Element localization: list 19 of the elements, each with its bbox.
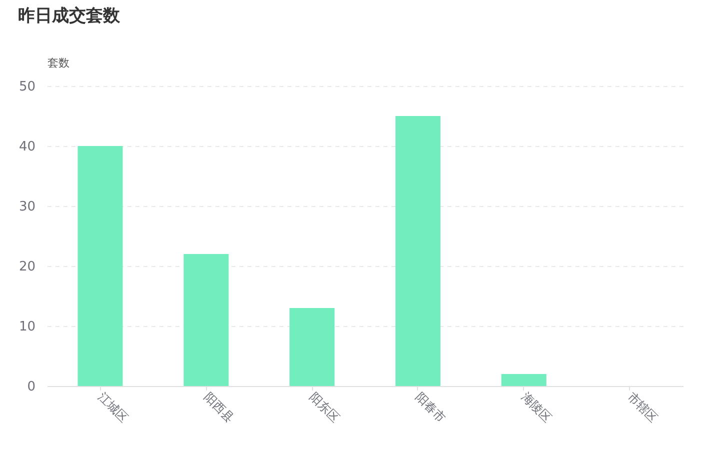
bar <box>184 254 229 386</box>
y-tick-label: 30 <box>18 200 36 214</box>
bar <box>290 308 335 386</box>
bar <box>395 116 440 386</box>
bar <box>501 374 546 386</box>
bar <box>78 146 123 386</box>
y-axis-title: 套数 <box>48 56 70 70</box>
x-tick-label: 阳西县 <box>201 390 237 425</box>
x-tick-label: 市辖区 <box>624 390 660 425</box>
y-tick-label: 40 <box>18 140 36 154</box>
x-tick-label: 江城区 <box>95 390 131 425</box>
y-tick-label: 10 <box>18 320 36 334</box>
chart-title: 昨日成交套数 <box>18 6 121 26</box>
x-tick-label: 海陵区 <box>518 390 554 425</box>
x-tick-label: 阳东区 <box>307 390 342 425</box>
y-tick-label: 20 <box>18 260 36 274</box>
y-tick-label: 0 <box>27 380 36 394</box>
y-tick-label: 50 <box>18 80 36 94</box>
x-tick-label: 阳春市 <box>413 390 448 425</box>
